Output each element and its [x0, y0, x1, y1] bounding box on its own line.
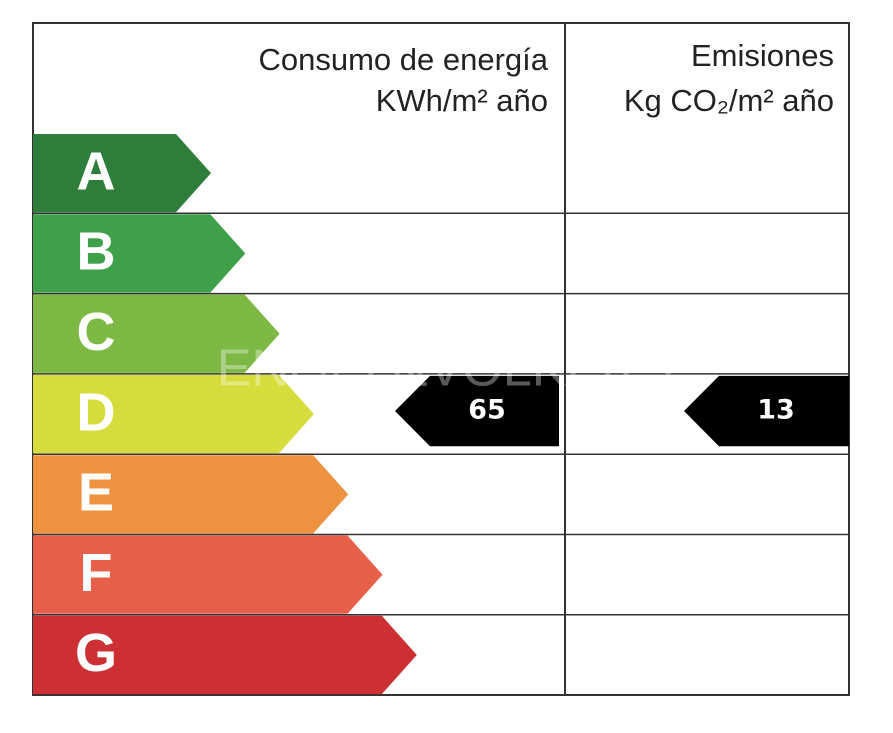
indicator-arrow	[684, 375, 849, 447]
rating-arrow	[33, 535, 383, 614]
indicator-value: 13	[757, 395, 795, 426]
rating-letter: E	[78, 463, 114, 523]
rating-letter: G	[75, 623, 117, 683]
header-emissions: Emisiones	[691, 38, 834, 73]
rating-arrow	[33, 455, 349, 534]
indicator-value: 65	[468, 395, 506, 426]
rating-arrow	[33, 214, 246, 293]
indicator-arrow	[395, 375, 559, 447]
rating-arrow	[33, 615, 417, 695]
watermark: ENGEL&VÖLKERS	[217, 340, 674, 398]
header-consumption-unit: KWh/m² año	[376, 83, 548, 118]
rating-arrow	[33, 374, 314, 454]
rating-letter: B	[77, 222, 116, 282]
rating-arrow	[33, 134, 211, 213]
rating-letter: A	[77, 141, 116, 201]
rating-letter: F	[80, 543, 113, 603]
rating-arrow	[33, 294, 280, 373]
rating-letter: D	[77, 382, 116, 442]
rating-letter: C	[77, 302, 116, 362]
header-consumption: Consumo de energía	[258, 42, 548, 77]
header-emissions-unit: Kg CO₂/m² año	[624, 83, 834, 118]
